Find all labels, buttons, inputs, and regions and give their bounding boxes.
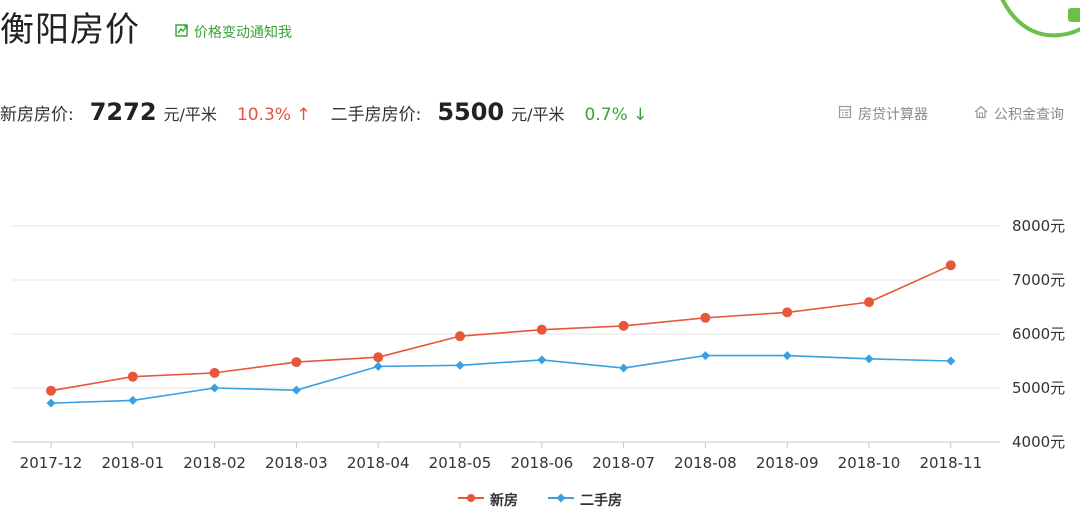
new-price-value: 7272 [89,98,157,126]
y-tick-label: 8000元 [1012,217,1065,235]
legend-second-marker [548,492,574,508]
price-summary: 新房房价: 7272 元/平米 10.3% ↑ 二手房房价: 5500 元/平米… [0,98,647,132]
series-line-new-house [50,264,952,392]
second-price-unit: 元/平米 [511,105,565,124]
calculator-icon [838,105,852,123]
data-point-second-hand [210,383,220,393]
data-point-second-hand [864,354,874,364]
x-tick-label: 2018-06 [510,454,573,472]
data-point-new-house [455,331,465,342]
legend-second-label: 二手房 [580,493,622,509]
decoration-blob [1000,0,1080,38]
data-point-second-hand [455,360,465,370]
x-tick-label: 2018-11 [919,454,982,472]
fund-query-link[interactable]: 公积金查询 [974,104,1064,124]
house-icon [974,105,988,123]
x-tick-label: 2017-12 [20,454,83,472]
data-point-second-hand [619,363,629,373]
legend-new-marker [458,492,484,508]
trend-link-icon [175,23,189,41]
loan-calculator-link[interactable]: 房贷计算器 [838,104,928,124]
data-point-new-house [209,367,220,378]
data-point-second-hand [946,356,956,366]
data-point-second-hand [46,398,56,408]
second-price-change: 0.7% ↓ [584,105,648,125]
data-point-new-house [945,260,956,271]
data-point-new-house [46,385,56,396]
loan-calculator-label: 房贷计算器 [858,107,928,123]
legend-new-house[interactable]: 新房 [458,490,518,510]
page-title: 衡阳房价 [0,10,140,50]
x-tick-label: 2018-05 [429,454,492,472]
x-tick-label: 2018-07 [592,454,655,472]
legend-new-label: 新房 [490,493,518,509]
data-point-second-hand [373,361,383,371]
data-point-second-hand [537,355,547,365]
y-tick-label: 6000元 [1012,325,1065,343]
x-tick-label: 2018-09 [756,454,819,472]
x-tick-label: 2018-03 [265,454,328,472]
new-price-change: 10.3% ↑ [236,105,311,125]
grid-layer [12,225,1000,443]
data-point-new-house [291,357,302,368]
data-point-second-hand [291,385,301,395]
data-point-new-house [864,297,874,308]
chart-legend: 新房 二手房 [0,490,1080,510]
data-point-new-house [373,352,384,363]
data-point-new-house [127,371,138,382]
new-price-label: 新房房价: [0,105,74,125]
price-notify-link[interactable]: 价格变动通知我 [175,22,292,42]
series-line-second-hand [50,354,951,404]
price-notify-label: 价格变动通知我 [194,25,292,41]
second-price-label: 二手房房价: [330,105,422,125]
new-price-unit: 元/平米 [163,105,217,124]
x-tick-label: 2018-10 [838,454,901,472]
y-tick-label: 7000元 [1012,271,1065,289]
x-tick-label: 2018-02 [183,454,246,472]
data-point-new-house [618,320,629,331]
x-tick-label: 2018-01 [101,454,164,472]
data-point-new-house [782,307,793,318]
legend-second-hand[interactable]: 二手房 [548,490,622,510]
data-point-second-hand [782,351,792,361]
data-point-second-hand [700,351,710,361]
data-point-second-hand [128,395,138,405]
data-point-new-house [536,324,547,335]
axis-layer: 4000元 5000元 6000元 7000元 8000元 2017-12 2018-01 2… [20,217,1066,472]
second-price-value: 5500 [437,98,505,126]
data-point-new-house [700,312,711,323]
fund-query-label: 公积金查询 [994,107,1064,123]
series-layer [46,260,956,408]
y-tick-label: 4000元 [1012,433,1065,451]
y-tick-label: 5000元 [1012,379,1065,397]
x-tick-label: 2018-08 [674,454,737,472]
x-tick-label: 2018-04 [347,454,410,472]
